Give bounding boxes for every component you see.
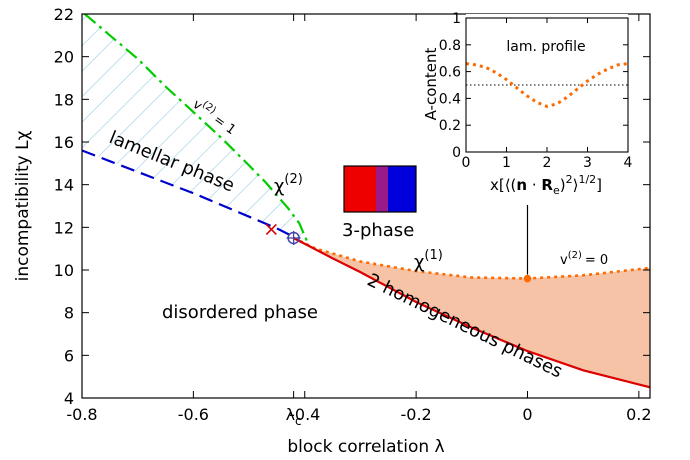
x-tick-label: -0.6 xyxy=(178,405,209,424)
inset-x-tick-label: 0 xyxy=(462,155,471,171)
y-tick-label: 20 xyxy=(54,48,74,67)
inset-title: lam. profile xyxy=(506,39,585,55)
three-phase-red-region xyxy=(344,166,376,212)
x-tick-label: 0.2 xyxy=(626,405,651,424)
inset-x-tick-label: 4 xyxy=(624,155,633,171)
y-tick-label: 18 xyxy=(54,90,74,109)
x-tick-label: 0 xyxy=(522,405,532,424)
x-tick-label: -0.2 xyxy=(401,405,432,424)
y-tick-label: 14 xyxy=(54,176,74,195)
y-tick-label: 4 xyxy=(64,389,74,408)
inset-x-tick-label: 2 xyxy=(543,155,552,171)
y-tick-label: 16 xyxy=(54,133,74,152)
x-axis-label: block correlation λ xyxy=(287,437,444,457)
inset-x-axis-label: x[⟨(n · Re)2⟩1/2] xyxy=(490,173,602,197)
inset-y-tick-label: 0.8 xyxy=(439,38,461,54)
three-phase-blue-region xyxy=(388,166,416,212)
y-tick-label: 10 xyxy=(54,261,74,280)
inset-y-tick-label: 0.2 xyxy=(439,118,461,134)
y-tick-label: 8 xyxy=(64,304,74,323)
y-tick-label: 6 xyxy=(64,346,74,365)
label-disordered-phase: disordered phase xyxy=(162,302,318,323)
marker-dot xyxy=(524,275,532,283)
inset-y-tick-label: 0.6 xyxy=(439,65,461,81)
inset-x-tick-label: 3 xyxy=(583,155,592,171)
inset-y-tick-label: 1 xyxy=(452,11,461,27)
x-tick-label: -0.4 xyxy=(289,405,320,424)
inset-y-tick-label: 0 xyxy=(452,145,461,161)
y-tick-label: 12 xyxy=(54,218,74,237)
inset-background xyxy=(466,14,628,152)
label-chi2: χ(2) xyxy=(274,172,303,197)
inset-y-tick-label: 0.4 xyxy=(439,91,461,107)
y-axis-label: incompatibility Lχ xyxy=(13,130,33,281)
label-three-phase: 3-phase xyxy=(342,220,414,241)
three-phase-mixed-region xyxy=(376,166,388,212)
label-chi1: χ(1) xyxy=(414,248,443,273)
inset-x-tick-label: 1 xyxy=(502,155,511,171)
y-tick-label: 22 xyxy=(54,5,74,24)
label-v2-equals-0: v(2) = 0 xyxy=(560,250,608,268)
three-phase-swatch xyxy=(344,166,416,212)
inset-y-axis-label: A-content xyxy=(422,47,440,120)
